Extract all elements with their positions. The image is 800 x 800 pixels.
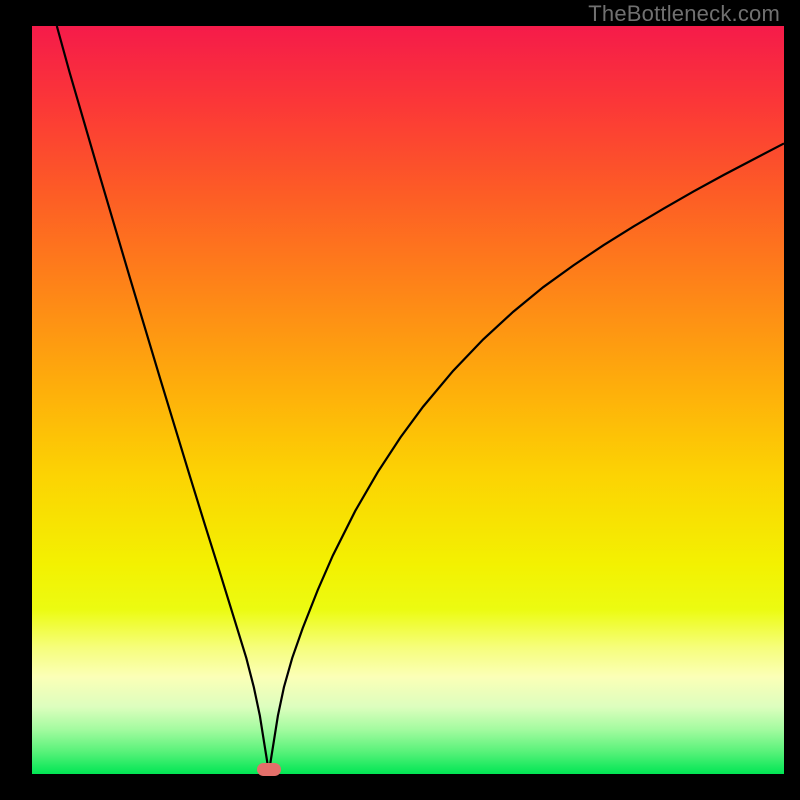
curve-layer [32,26,784,774]
bottleneck-curve [57,26,784,774]
plot-area [32,26,784,774]
minimum-marker [257,763,281,776]
watermark-text: TheBottleneck.com [588,1,780,27]
